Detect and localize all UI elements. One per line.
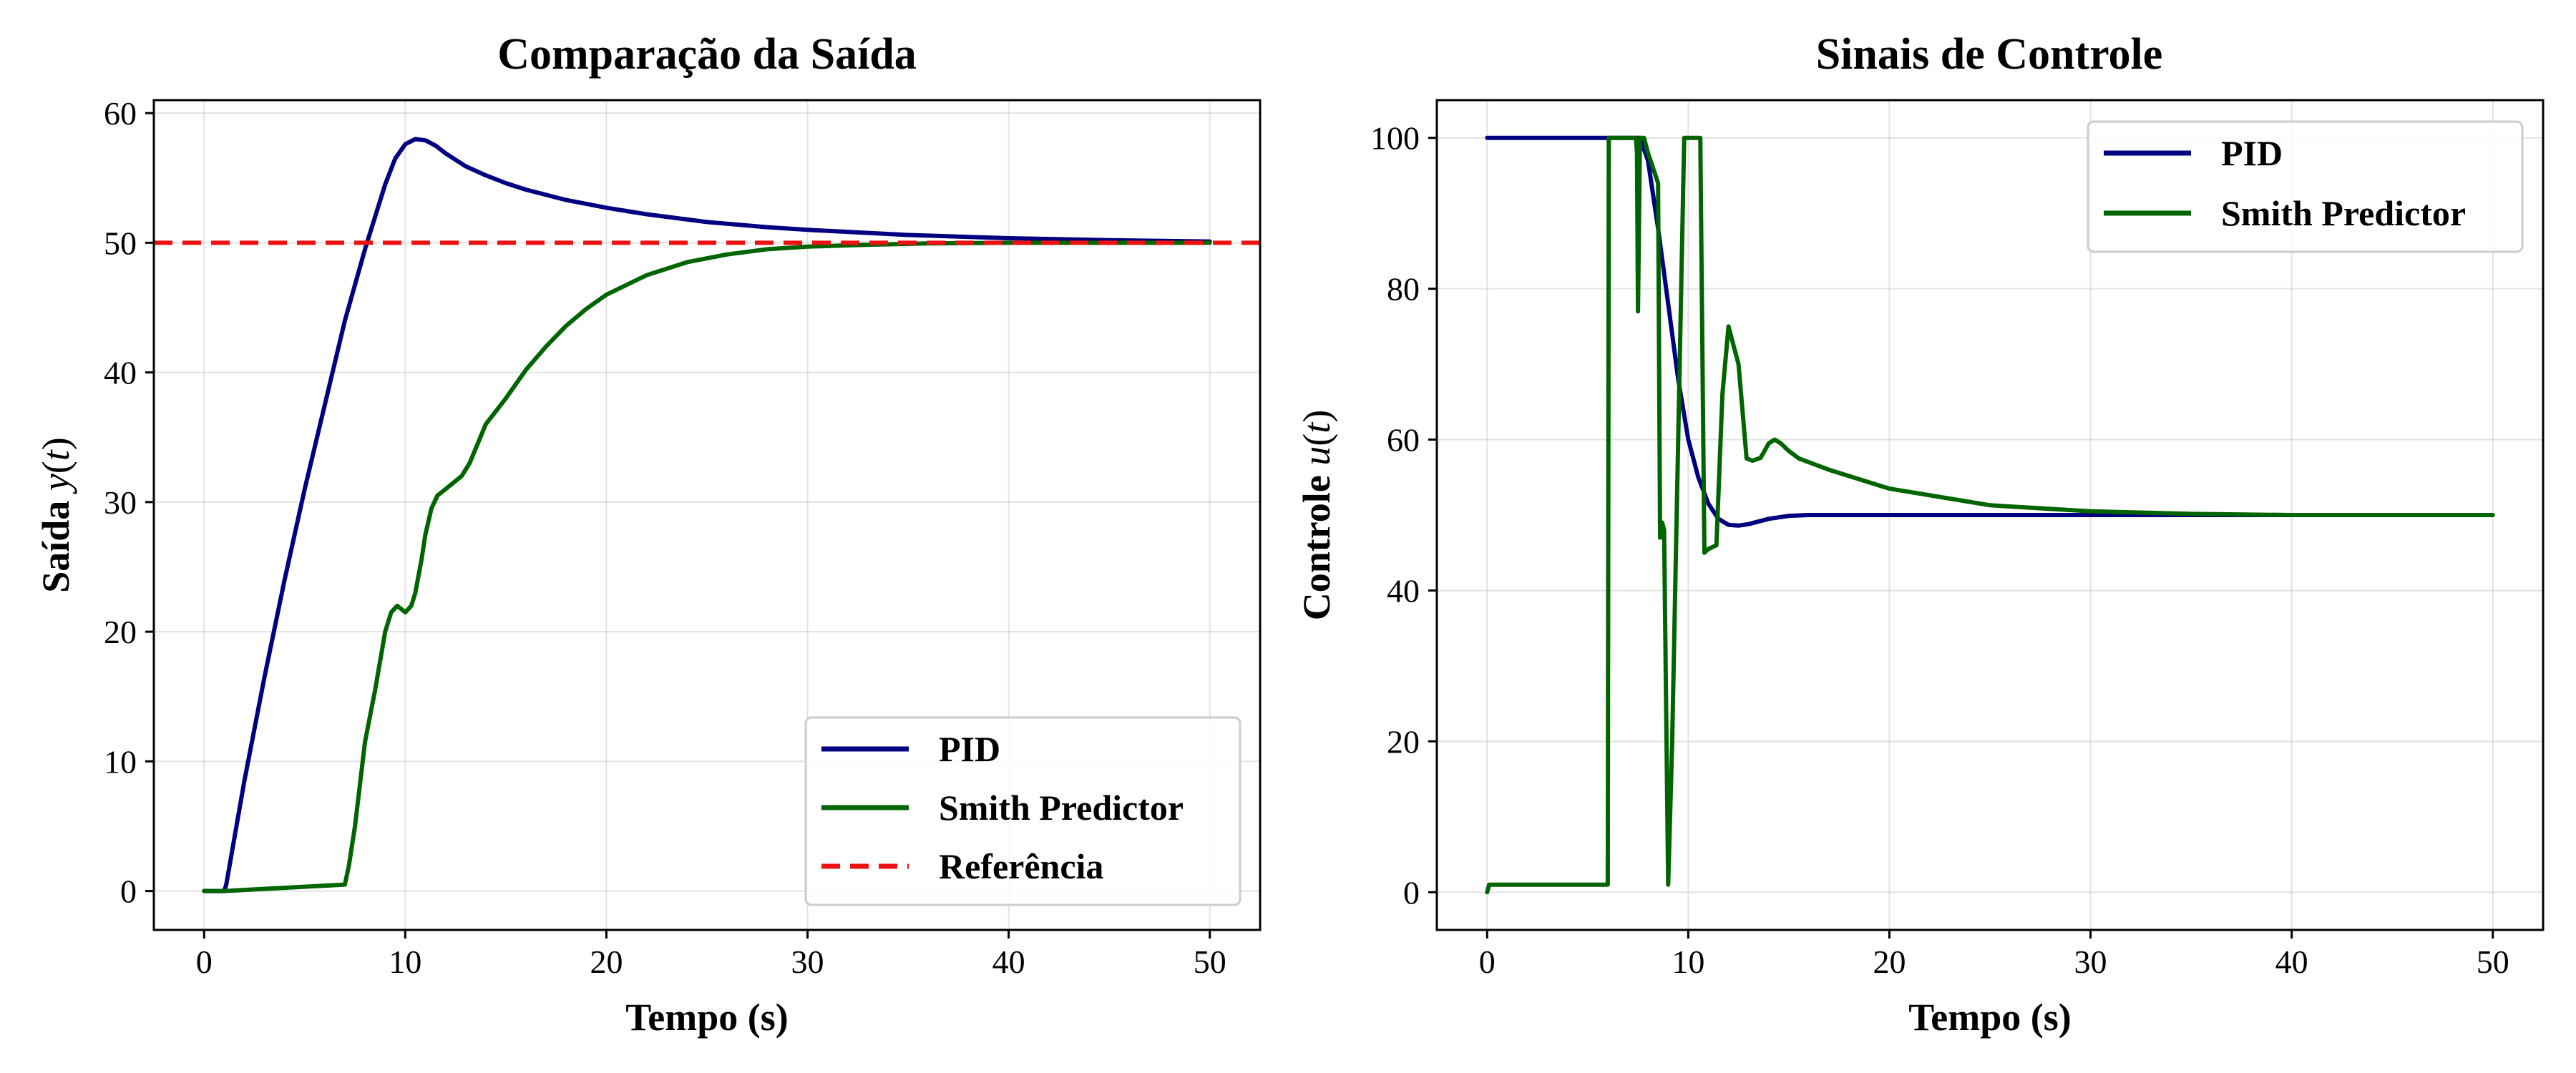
y-tick-label: 0	[120, 873, 137, 910]
y-tick-label: 60	[104, 95, 137, 132]
y-tick-label: 0	[1403, 874, 1420, 911]
ticks: 0 10 20 30 40 50 0 20 40 60 80 100	[1370, 120, 2509, 980]
y-tick-label: 20	[1387, 723, 1420, 760]
legend-label-reference: Referência	[939, 846, 1103, 886]
y-tick-label: 30	[104, 484, 137, 521]
legend-frame	[2087, 120, 2524, 253]
legend-label-pid: PID	[939, 729, 1000, 769]
y-tick-label: 80	[1387, 271, 1420, 308]
y-axis-label: Saída y(t)	[34, 437, 77, 593]
ticks: 0 10 20 30 40 50 0 10 20 30 40 50 60	[104, 95, 1226, 980]
series-line-smith-predictor	[1485, 135, 2495, 895]
chart-title: Sinais de Controle	[1816, 30, 2163, 79]
x-tick-label: 30	[2074, 944, 2107, 980]
chart-title: Comparação da Saída	[497, 30, 917, 79]
x-tick-label: 0	[196, 944, 213, 980]
chart-output-comparison: Comparação da Saída 0 10 20 30 40 50 0 10 20 30 40…	[34, 30, 1262, 1039]
x-tick-label: 50	[1194, 944, 1226, 980]
series-line-pid	[1485, 135, 2495, 528]
legend: PID Smith Predictor Referência	[804, 716, 1241, 906]
series-line-pid	[202, 137, 1212, 893]
x-tick-label: 40	[2275, 944, 2308, 980]
y-axis-label: Controle u(t)	[1295, 410, 1338, 620]
plot-frame	[1435, 99, 2545, 931]
series-line-smith-predictor	[202, 240, 1212, 893]
y-tick-label: 60	[1387, 422, 1420, 459]
y-tick-label: 20	[104, 614, 137, 650]
x-tick-label: 50	[2477, 944, 2509, 980]
legend-label-pid: PID	[2221, 133, 2283, 173]
legend-label-smith: Smith Predictor	[2221, 193, 2466, 233]
y-tick-label: 10	[104, 743, 137, 780]
x-tick-label: 10	[389, 944, 421, 980]
legend-frame	[804, 716, 1241, 906]
series-lines	[154, 137, 1260, 893]
x-tick-label: 40	[992, 944, 1025, 980]
x-axis-label: Tempo (s)	[1908, 996, 2072, 1039]
x-tick-label: 30	[791, 944, 824, 980]
y-tick-label: 40	[104, 355, 137, 391]
y-tick-label: 100	[1370, 120, 1420, 157]
x-axis-label: Tempo (s)	[625, 996, 789, 1039]
x-tick-label: 0	[1479, 944, 1496, 980]
chart-control-signals: Sinais de Controle 0 10 20 30 40 50 0 20 40 60 80 1…	[1295, 30, 2545, 1039]
legend: PID Smith Predictor	[2087, 120, 2524, 253]
x-tick-label: 10	[1672, 944, 1704, 980]
x-tick-label: 20	[1873, 944, 1906, 980]
plot-frame	[152, 99, 1262, 931]
x-tick-label: 20	[590, 944, 623, 980]
legend-label-smith: Smith Predictor	[939, 788, 1184, 828]
y-tick-label: 40	[1387, 572, 1420, 609]
series-lines	[1485, 135, 2495, 895]
y-tick-label: 50	[104, 225, 137, 261]
